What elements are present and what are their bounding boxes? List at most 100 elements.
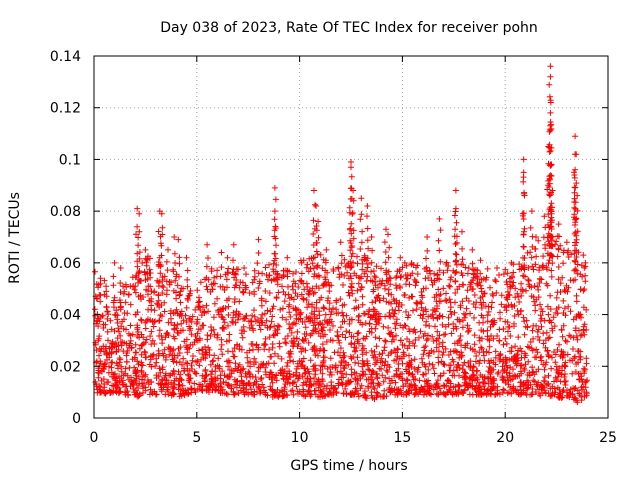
data-point [543, 280, 550, 287]
data-point [202, 366, 209, 373]
data-point [269, 313, 276, 320]
data-point [508, 301, 515, 308]
data-point [218, 336, 225, 343]
data-point [464, 322, 471, 329]
data-point [506, 278, 513, 285]
data-point [376, 335, 383, 342]
data-point [467, 310, 473, 317]
data-point [446, 282, 452, 289]
data-point [163, 278, 170, 285]
data-point [187, 287, 194, 294]
data-point [388, 300, 394, 307]
data-point [497, 352, 504, 359]
data-point [393, 332, 399, 339]
data-point [444, 267, 451, 274]
data-point [173, 325, 180, 332]
data-point [517, 383, 524, 390]
data-point [271, 184, 278, 191]
data-point [349, 389, 356, 396]
data-point [344, 269, 351, 276]
data-point [294, 388, 301, 395]
data-point [450, 358, 457, 365]
data-point [452, 299, 458, 306]
data-point [509, 273, 515, 280]
data-point [394, 345, 401, 352]
data-point [376, 351, 383, 358]
data-point [413, 279, 420, 286]
data-point [488, 391, 494, 398]
data-point [312, 371, 319, 378]
data-point [459, 256, 466, 263]
data-point [440, 360, 447, 367]
data-point [354, 260, 361, 267]
data-point [319, 341, 326, 348]
data-point [415, 391, 422, 398]
data-point [254, 260, 261, 267]
data-point [554, 233, 561, 240]
data-point [208, 324, 214, 330]
data-point [218, 346, 225, 353]
data-point [548, 267, 555, 274]
data-point [368, 371, 375, 378]
data-point [474, 376, 481, 383]
data-point [121, 339, 128, 346]
data-point [535, 237, 542, 244]
data-point [211, 331, 218, 338]
data-point [406, 384, 413, 391]
data-point [225, 303, 232, 310]
data-point [217, 273, 224, 280]
data-point [271, 350, 278, 357]
data-point [230, 309, 237, 316]
data-point [559, 367, 565, 374]
data-point [246, 290, 253, 296]
data-point [424, 383, 431, 390]
data-point [245, 391, 252, 398]
data-point [496, 337, 503, 344]
data-point [469, 246, 476, 253]
data-point [279, 314, 286, 321]
data-point [130, 385, 137, 392]
data-point [473, 353, 480, 359]
data-point [218, 341, 225, 348]
data-point [236, 361, 243, 368]
data-point [425, 332, 431, 339]
data-point [133, 369, 140, 376]
data-point [336, 376, 342, 383]
data-point [497, 309, 503, 316]
data-point [529, 391, 536, 398]
data-point [348, 173, 355, 180]
y-tick-label: 0.12 [50, 101, 81, 117]
data-point [317, 345, 324, 352]
data-point [248, 341, 255, 347]
data-point [357, 216, 364, 223]
data-point [302, 324, 309, 331]
data-point [304, 366, 311, 373]
data-point [384, 277, 391, 284]
data-point [136, 268, 143, 274]
data-point [143, 286, 150, 293]
data-point [559, 333, 566, 340]
data-point [386, 244, 393, 251]
data-point [255, 368, 262, 375]
data-point [155, 228, 162, 235]
data-point [536, 337, 543, 344]
data-point [512, 294, 519, 301]
data-point [443, 290, 449, 297]
data-point [303, 280, 310, 287]
data-point [312, 201, 318, 208]
data-point [359, 357, 366, 364]
data-point [421, 330, 428, 337]
data-point [476, 337, 483, 344]
data-point [374, 390, 381, 397]
data-point [176, 260, 183, 267]
data-point [238, 346, 245, 353]
data-point [359, 351, 366, 358]
data-point [132, 378, 139, 385]
data-point [342, 385, 349, 392]
data-point [226, 367, 233, 373]
data-point [399, 341, 406, 348]
data-point [195, 304, 202, 311]
data-point [392, 379, 399, 386]
data-point [452, 258, 459, 265]
data-point [299, 336, 306, 343]
